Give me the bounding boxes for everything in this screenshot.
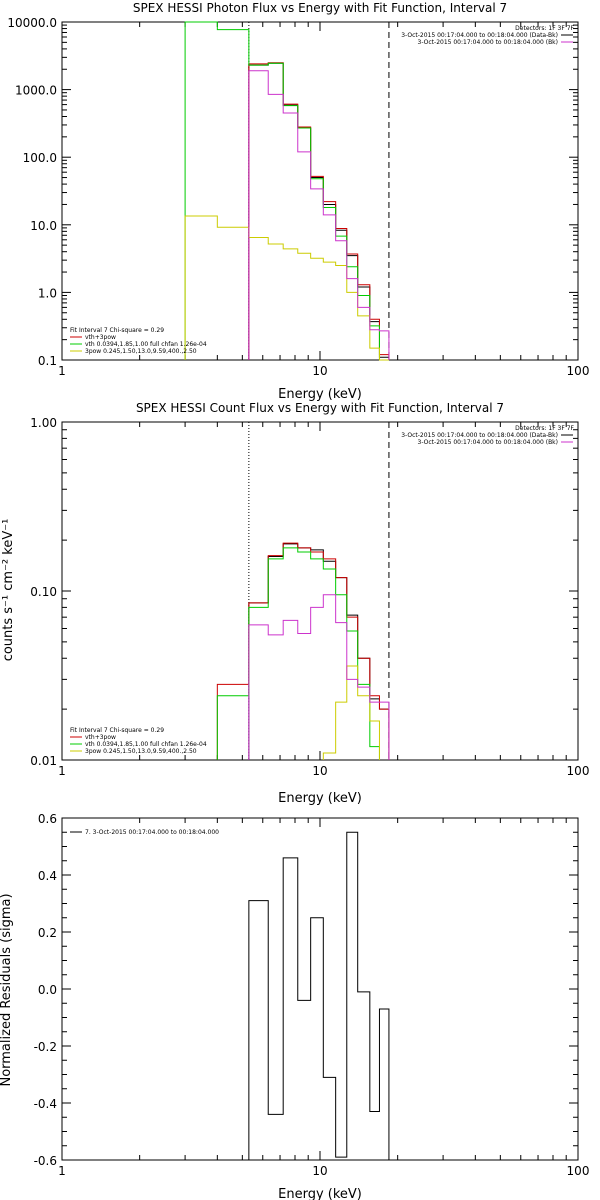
count-flux-y-tick-label: 0.01: [30, 754, 57, 768]
photon-flux-fit-legend-header: Fit Interval 7 Chi-square = 0.29: [70, 327, 164, 334]
photon-flux-y-tick-label: 10000.0: [7, 16, 57, 30]
residuals-x-tick-label: 1: [58, 1164, 66, 1178]
residuals-panel: Energy (keV) Normalized Residuals (sigma…: [0, 812, 589, 1200]
photon-flux-x-tick-label: 10: [312, 364, 327, 378]
count-flux-x-tick-label: 10: [312, 764, 327, 778]
photon-flux-series-vth: [184, 21, 389, 361]
count-flux-series-data-bk: [248, 543, 390, 760]
photon-flux-series-vth-3pow: [248, 62, 390, 360]
photon-flux-x-tick-label: 1: [58, 364, 66, 378]
residuals-legend-label: 7. 3-Oct-2015 00:17:04.000 to 00:18:04.0…: [85, 829, 219, 836]
photon-flux-y-tick-label: 0.1: [38, 354, 57, 368]
photon-flux-y-tick-label: 10.0: [30, 219, 57, 233]
photon-flux-series-3pow: [184, 215, 389, 361]
count-flux-plot-frame: [61, 421, 579, 761]
count-flux-series-bk: [248, 594, 390, 760]
photon-flux-xlabel: Energy (keV): [278, 387, 362, 402]
photon-flux-fit-legend-label: vth 0.0394,1.85,1.00 full chfan 1.26e-04: [85, 341, 207, 348]
count-flux-fit-legend-label: vth 0.0394,1.85,1.00 full chfan 1.26e-04: [85, 741, 207, 748]
count-flux-ylabel: counts s⁻¹ cm⁻² keV⁻¹: [1, 519, 16, 662]
count-flux-x-tick-label: 1: [58, 764, 66, 778]
photon-flux-plot-frame: [61, 21, 579, 361]
residuals-y-tick-label: -0.2: [34, 1040, 57, 1054]
residuals-y-tick-label: 0.4: [38, 869, 57, 883]
count-flux-title: SPEX HESSI Count Flux vs Energy with Fit…: [136, 401, 504, 415]
photon-flux-y-tick-label: 100.0: [23, 151, 57, 165]
count-flux-x-tick-label: 100: [567, 764, 590, 778]
count-flux-fit-legend-label: vth+3pow: [85, 734, 116, 741]
residuals-x-tick-label: 100: [567, 1164, 590, 1178]
count-flux-series-3pow: [322, 665, 380, 760]
count-flux-fit-legend-label: 3pow 0.245,1.50,13.0,9.59,400.,2.50: [85, 748, 197, 755]
photon-flux-legend-label: 3-Oct-2015 00:17:04.000 to 00:18:04.000 …: [401, 32, 558, 39]
residuals-y-tick-label: -0.6: [34, 1154, 57, 1168]
count-flux-series-vth: [216, 547, 380, 760]
count-flux-y-tick-label: 0.10: [30, 585, 57, 599]
residuals-y-tick-label: -0.4: [34, 1097, 57, 1111]
count-flux-y-tick-label: 1.00: [30, 416, 57, 430]
count-flux-legend-header: Detectors: 1F 3F 7F: [515, 425, 574, 432]
photon-flux-legend-label: 3-Oct-2015 00:17:04.000 to 00:18:04.000 …: [418, 39, 559, 46]
photon-flux-series-bk: [248, 70, 390, 360]
count-flux-legend-label: 3-Oct-2015 00:17:04.000 to 00:18:04.000 …: [401, 432, 558, 439]
residuals-x-tick-label: 10: [312, 1164, 327, 1178]
residuals-y-tick-label: 0.6: [38, 812, 57, 826]
count-flux-series-vth-3pow: [216, 542, 390, 760]
residuals-plot-frame: [61, 817, 579, 1161]
photon-flux-legend-header: Detectors: 1F 3F 7F: [515, 25, 574, 32]
residuals-y-tick-label: 0.2: [38, 926, 57, 940]
residuals-y-tick-label: 0.0: [38, 983, 57, 997]
residuals-series-residuals: [248, 831, 390, 1160]
count-flux-xlabel: Energy (keV): [278, 791, 362, 806]
photon-flux-fit-legend-label: 3pow 0.245,1.50,13.0,9.59,400.,2.50: [85, 348, 197, 355]
photon-flux-y-tick-label: 1000.0: [15, 84, 57, 98]
residuals-xlabel: Energy (keV): [278, 1187, 362, 1200]
residuals-ylabel: Normalized Residuals (sigma): [0, 893, 14, 1086]
count-flux-legend-label: 3-Oct-2015 00:17:04.000 to 00:18:04.000 …: [418, 439, 559, 446]
photon-flux-fit-legend-label: vth+3pow: [85, 334, 116, 341]
photon-flux-title: SPEX HESSI Photon Flux vs Energy with Fi…: [133, 1, 507, 15]
photon-flux-x-tick-label: 100: [567, 364, 590, 378]
count-flux-panel: SPEX HESSI Count Flux vs Energy with Fit…: [1, 401, 589, 806]
photon-flux-y-tick-label: 1.0: [38, 286, 57, 300]
photon-flux-panel: SPEX HESSI Photon Flux vs Energy with Fi…: [7, 1, 589, 402]
count-flux-fit-legend-header: Fit Interval 7 Chi-square = 0.29: [70, 727, 164, 734]
